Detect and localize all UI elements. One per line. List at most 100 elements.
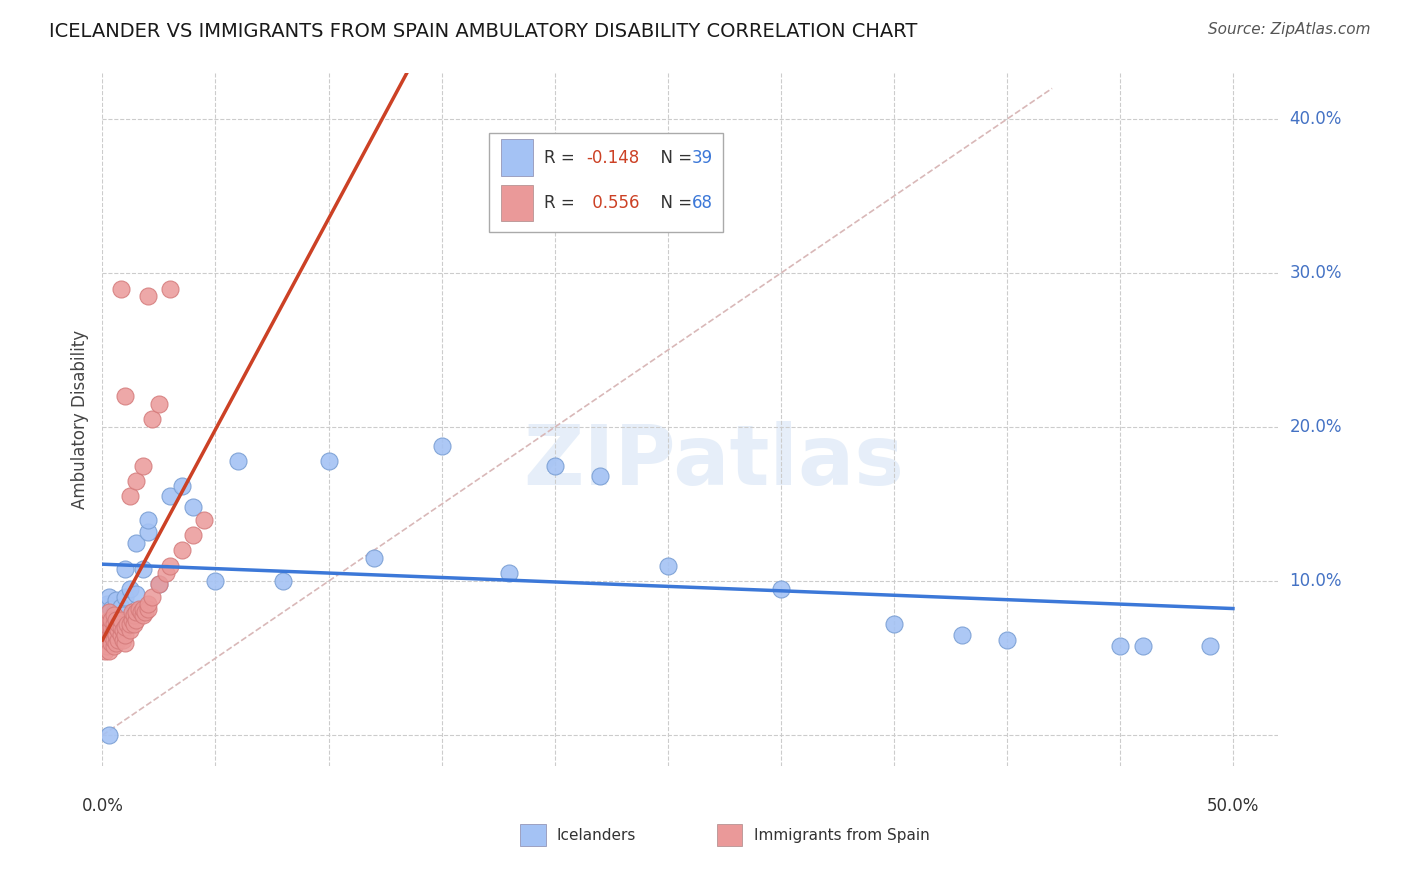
- Point: [105, 628, 128, 642]
- Point: [114, 628, 136, 642]
- Point: [132, 458, 155, 473]
- Point: [105, 613, 128, 627]
- Point: [93, 628, 115, 642]
- Point: [118, 617, 141, 632]
- Text: 50.0%: 50.0%: [1206, 797, 1260, 814]
- Point: [122, 608, 145, 623]
- Point: [430, 439, 453, 453]
- Text: 39: 39: [692, 149, 713, 167]
- Text: 68: 68: [692, 194, 713, 211]
- Point: [132, 562, 155, 576]
- Text: 0.0%: 0.0%: [82, 797, 124, 814]
- Point: [318, 454, 340, 468]
- Point: [114, 636, 136, 650]
- Text: 20.0%: 20.0%: [1289, 418, 1341, 436]
- Point: [103, 608, 125, 623]
- Point: [107, 632, 129, 647]
- Point: [114, 590, 136, 604]
- Point: [155, 566, 177, 581]
- Point: [193, 513, 215, 527]
- Point: [883, 617, 905, 632]
- Point: [170, 479, 193, 493]
- Point: [1109, 639, 1132, 653]
- Text: N =: N =: [650, 149, 697, 167]
- Point: [589, 469, 612, 483]
- Point: [105, 620, 128, 634]
- Point: [114, 620, 136, 634]
- Text: 30.0%: 30.0%: [1289, 264, 1341, 282]
- Point: [105, 592, 128, 607]
- Point: [100, 620, 122, 634]
- Point: [103, 639, 125, 653]
- Point: [110, 282, 132, 296]
- Point: [125, 535, 148, 549]
- Point: [117, 617, 139, 632]
- Point: [107, 617, 129, 632]
- Point: [136, 602, 159, 616]
- Point: [148, 577, 170, 591]
- Point: [96, 639, 118, 653]
- Point: [103, 617, 125, 632]
- Point: [98, 605, 121, 619]
- Point: [118, 490, 141, 504]
- Point: [141, 412, 163, 426]
- Point: [1199, 639, 1222, 653]
- Text: -0.148: -0.148: [586, 149, 640, 167]
- Text: R =: R =: [544, 149, 581, 167]
- Point: [148, 577, 170, 591]
- Point: [134, 605, 156, 619]
- Point: [110, 600, 132, 615]
- Point: [995, 632, 1018, 647]
- Point: [110, 620, 132, 634]
- Point: [136, 524, 159, 539]
- Point: [125, 474, 148, 488]
- Point: [103, 624, 125, 638]
- Point: [107, 624, 129, 638]
- Point: [96, 617, 118, 632]
- Point: [363, 551, 385, 566]
- Point: [181, 528, 204, 542]
- Point: [96, 624, 118, 638]
- Point: [100, 602, 122, 616]
- Point: [93, 643, 115, 657]
- Point: [657, 558, 679, 573]
- Point: [103, 605, 125, 619]
- Point: [125, 613, 148, 627]
- Point: [136, 513, 159, 527]
- Text: ICELANDER VS IMMIGRANTS FROM SPAIN AMBULATORY DISABILITY CORRELATION CHART: ICELANDER VS IMMIGRANTS FROM SPAIN AMBUL…: [49, 22, 918, 41]
- Point: [118, 624, 141, 638]
- Point: [273, 574, 295, 589]
- Point: [100, 628, 122, 642]
- Point: [107, 620, 129, 634]
- Point: [159, 558, 181, 573]
- Point: [170, 543, 193, 558]
- Point: [98, 728, 121, 742]
- Point: [226, 454, 249, 468]
- Point: [204, 574, 226, 589]
- Point: [110, 628, 132, 642]
- Point: [121, 605, 143, 619]
- Text: 0.556: 0.556: [586, 194, 640, 211]
- Point: [111, 624, 134, 638]
- Point: [100, 613, 122, 627]
- Point: [96, 597, 118, 611]
- Text: Immigrants from Spain: Immigrants from Spain: [754, 828, 929, 843]
- Text: R =: R =: [544, 194, 581, 211]
- Point: [107, 613, 129, 627]
- Point: [105, 636, 128, 650]
- Point: [181, 500, 204, 515]
- Point: [98, 590, 121, 604]
- Point: [128, 602, 150, 616]
- Point: [100, 636, 122, 650]
- Point: [141, 590, 163, 604]
- Text: 10.0%: 10.0%: [1289, 572, 1341, 591]
- Text: Icelanders: Icelanders: [557, 828, 636, 843]
- Text: 40.0%: 40.0%: [1289, 111, 1341, 128]
- Text: Source: ZipAtlas.com: Source: ZipAtlas.com: [1208, 22, 1371, 37]
- Point: [98, 613, 121, 627]
- Point: [159, 282, 181, 296]
- Point: [132, 608, 155, 623]
- Point: [110, 613, 132, 627]
- Point: [111, 608, 134, 623]
- Point: [148, 397, 170, 411]
